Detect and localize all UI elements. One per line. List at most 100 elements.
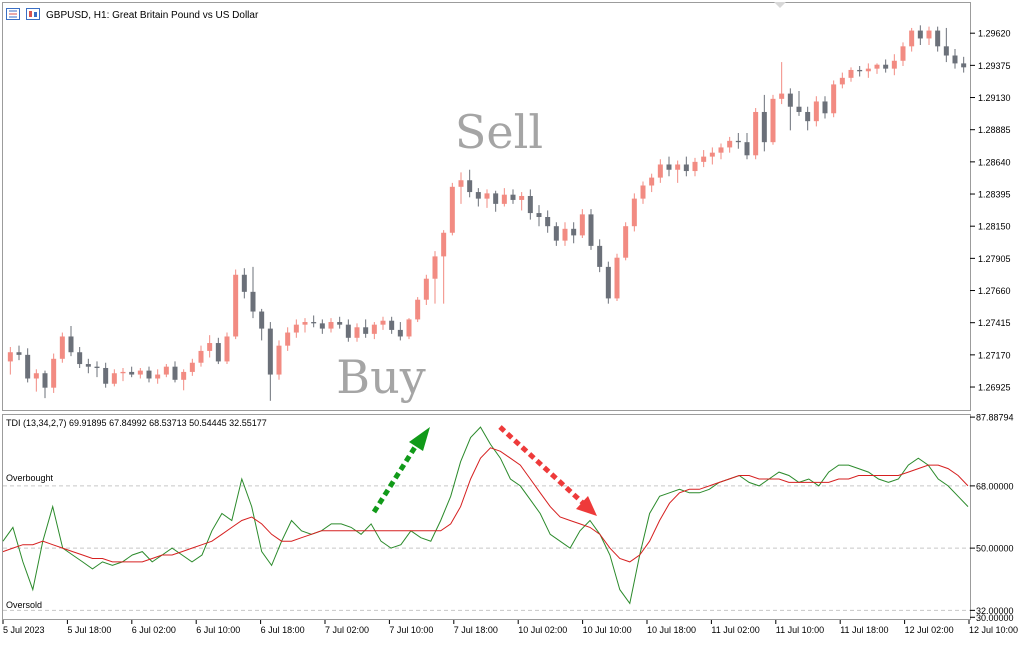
candle — [787, 88, 793, 131]
indicator-tick-label: 87.88794 — [976, 413, 1014, 423]
candle-body — [397, 329, 403, 337]
candle-body — [458, 180, 464, 187]
candle — [85, 358, 91, 374]
candle — [761, 94, 767, 152]
candle-body — [727, 140, 733, 148]
candle-body — [735, 140, 741, 143]
candle-body — [25, 354, 31, 379]
candle-body — [510, 194, 516, 200]
candle — [458, 172, 464, 204]
candle-body — [943, 46, 949, 56]
candle-body — [224, 336, 230, 362]
candle-body — [207, 343, 213, 351]
candle-body — [380, 320, 386, 325]
candle-body — [259, 311, 265, 329]
time-tick-label: 6 Jul 10:00 — [196, 625, 240, 635]
candle — [406, 318, 412, 340]
candle — [276, 340, 282, 380]
candle — [952, 48, 958, 69]
indicator-tick-label: 50.00000 — [976, 544, 1014, 554]
sell-annotation: Sell — [455, 105, 543, 159]
time-tick-label: 6 Jul 02:00 — [132, 625, 176, 635]
candle — [579, 209, 585, 239]
candle — [328, 318, 334, 333]
candle-body — [371, 324, 377, 334]
indicator-levels — [3, 485, 970, 611]
candle — [891, 54, 897, 76]
candle — [389, 316, 395, 334]
candle — [354, 323, 360, 342]
candle — [753, 108, 759, 160]
candle-body — [813, 101, 819, 122]
price-tick-label: 1.27170 — [978, 350, 1011, 360]
candle — [917, 25, 923, 46]
candle-body — [337, 322, 343, 325]
time-tick-label: 10 Jul 18:00 — [647, 625, 696, 635]
candle — [146, 366, 152, 383]
candle-body — [874, 64, 880, 69]
candle — [744, 132, 750, 160]
candle-body — [926, 30, 932, 39]
candle-body — [302, 322, 308, 325]
candle-body — [389, 320, 395, 330]
candle-body — [276, 345, 282, 375]
candle-body — [215, 343, 221, 362]
candle-body — [111, 373, 117, 384]
price-tick-label: 1.29620 — [978, 29, 1011, 39]
chart-shift-marker[interactable] — [774, 2, 786, 8]
candle-body — [493, 193, 499, 204]
candle — [397, 322, 403, 341]
candle — [779, 62, 785, 105]
candle-body — [588, 214, 594, 246]
candle-body — [822, 101, 828, 114]
candle-body — [666, 164, 672, 170]
candle — [432, 251, 438, 304]
candle-body — [709, 152, 715, 157]
candle — [94, 361, 100, 378]
candle — [935, 26, 941, 52]
candle — [363, 319, 369, 338]
candle-body — [796, 106, 802, 112]
time-tick-label: 12 Jul 02:00 — [905, 625, 954, 635]
candle-body — [883, 64, 889, 69]
candle — [311, 315, 317, 328]
candle — [33, 369, 39, 392]
time-tick-label: 7 Jul 18:00 — [454, 625, 498, 635]
price-tick-label: 1.27415 — [978, 318, 1011, 328]
chart-candles-icon[interactable] — [26, 8, 40, 20]
candle — [155, 369, 161, 384]
candle — [302, 318, 308, 333]
chart-bars-icon[interactable] — [6, 8, 20, 20]
candle-body — [605, 266, 611, 299]
candle — [527, 189, 533, 220]
candle — [735, 132, 741, 149]
tdi-series-line — [2, 447, 969, 563]
candle-body — [623, 226, 629, 258]
candle-body — [16, 352, 22, 355]
price-tick-label: 1.26925 — [978, 383, 1011, 393]
candle — [371, 322, 377, 340]
indicator-pane[interactable] — [2, 414, 971, 620]
candle — [51, 353, 57, 393]
candle-body — [718, 147, 724, 153]
candle — [493, 190, 499, 212]
candle-body — [319, 323, 325, 329]
candle — [510, 189, 516, 204]
candle — [42, 370, 48, 399]
candle-body — [103, 367, 109, 384]
candle — [857, 66, 863, 77]
candle-body — [94, 366, 100, 368]
candle — [233, 269, 239, 340]
candle-body — [597, 245, 603, 267]
candle-body — [129, 371, 135, 375]
candle — [207, 335, 213, 358]
candle — [293, 319, 299, 338]
candle — [120, 367, 126, 382]
time-tick-label: 11 Jul 10:00 — [776, 625, 824, 635]
candle — [111, 369, 117, 387]
candle-body — [692, 161, 698, 172]
candle-body — [33, 373, 39, 379]
